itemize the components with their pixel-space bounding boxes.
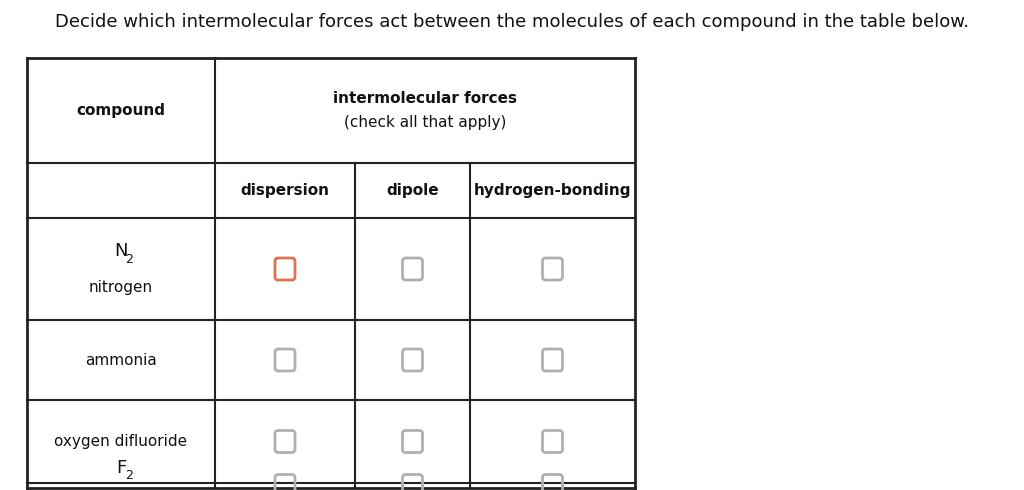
Text: nitrogen: nitrogen [89,279,153,294]
Text: dipole: dipole [386,183,439,198]
Text: 2: 2 [125,469,133,482]
Text: oxygen difluoride: oxygen difluoride [54,434,187,449]
Text: ammonia: ammonia [85,352,157,368]
Text: dispersion: dispersion [241,183,330,198]
Text: hydrogen-bonding: hydrogen-bonding [474,183,631,198]
Text: Decide which intermolecular forces act between the molecules of each compound in: Decide which intermolecular forces act b… [55,13,969,31]
Text: intermolecular forces: intermolecular forces [333,91,517,106]
Text: F: F [116,459,126,476]
Text: N: N [115,242,128,260]
Text: (check all that apply): (check all that apply) [344,115,506,130]
Text: compound: compound [77,103,166,118]
Text: 2: 2 [125,252,133,266]
